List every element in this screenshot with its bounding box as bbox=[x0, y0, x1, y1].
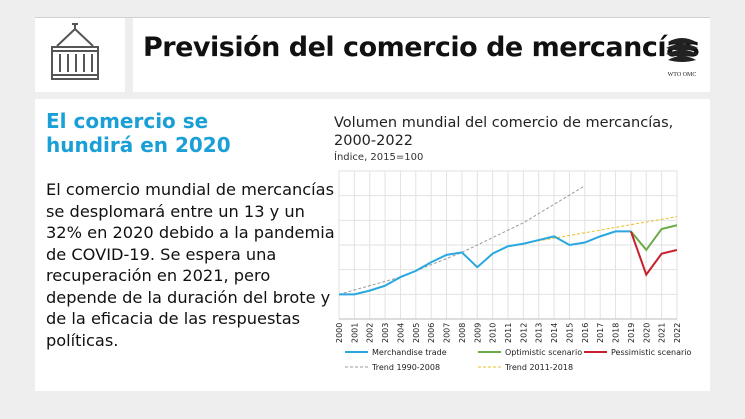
chart-subtitle: Índice, 2015=100 bbox=[334, 152, 424, 163]
subheading: El comercio se hundirá en 2020 bbox=[46, 109, 231, 157]
x-tick-label: 2019 bbox=[627, 323, 636, 343]
body-text: El comercio mundial de mercancías se des… bbox=[46, 180, 335, 350]
x-tick-label: 2005 bbox=[412, 323, 421, 343]
wto-logo: WTO OMC bbox=[662, 32, 702, 84]
x-tick-label: 2011 bbox=[504, 323, 513, 343]
x-tick-label: 2006 bbox=[427, 323, 436, 343]
page-title: Previsión del comercio de mercancías bbox=[143, 32, 700, 63]
header-band: Previsión del comercio de mercancías WTO… bbox=[35, 17, 710, 92]
content-panel: El comercio se hundirá en 2020 El comerc… bbox=[35, 99, 710, 391]
legend-label: Merchandise trade bbox=[372, 348, 447, 357]
series-line-optimistic-scenario bbox=[630, 224, 677, 252]
x-tick-label: 2009 bbox=[473, 323, 482, 343]
x-tick-label: 2014 bbox=[550, 323, 559, 343]
series-line-merchandise-trade bbox=[339, 230, 631, 296]
x-tick-label: 2015 bbox=[565, 323, 574, 343]
series-line-trend-2011-2018 bbox=[507, 216, 677, 247]
x-tick-label: 2021 bbox=[658, 323, 667, 343]
legend-label: Trend 1990-2008 bbox=[371, 363, 440, 372]
chart-canvas: 2000 2001 2002 2003 2004 2005 2006 2007 2008 2009… bbox=[335, 170, 691, 372]
series-line-pessimistic-scenario bbox=[629, 231, 677, 277]
x-tick-label: 2002 bbox=[366, 323, 375, 343]
x-tick-label: 2022 bbox=[673, 323, 682, 343]
x-tick-label: 2017 bbox=[596, 323, 605, 343]
x-tick-label: 2007 bbox=[443, 323, 452, 343]
x-tick-label: 2018 bbox=[612, 323, 621, 343]
x-tick-label: 2012 bbox=[519, 323, 528, 343]
x-tick-label: 2004 bbox=[396, 323, 405, 343]
x-tick-label: 2001 bbox=[350, 323, 359, 343]
x-tick-label: 2016 bbox=[581, 323, 590, 343]
wto-emblem-icon bbox=[666, 38, 698, 62]
chart-title: Volumen mundial del comercio de mercancí… bbox=[334, 115, 674, 149]
x-tick-label: 2003 bbox=[381, 323, 390, 343]
x-tick-label: 2010 bbox=[489, 323, 498, 343]
legend-label: Optimistic scenario bbox=[505, 348, 582, 357]
x-tick-label: 2000 bbox=[335, 323, 344, 343]
x-tick-label: 2020 bbox=[642, 323, 651, 343]
legend-label: Trend 2011-2018 bbox=[504, 363, 573, 372]
x-tick-label: 2013 bbox=[535, 323, 544, 343]
shipping-container-icon bbox=[51, 23, 99, 80]
series-group bbox=[339, 185, 677, 296]
legend-label: Pessimistic scenario bbox=[611, 348, 691, 357]
wto-logo-text: WTO OMC bbox=[667, 72, 697, 78]
x-tick-label: 2008 bbox=[458, 323, 467, 343]
icon-box bbox=[35, 18, 133, 92]
